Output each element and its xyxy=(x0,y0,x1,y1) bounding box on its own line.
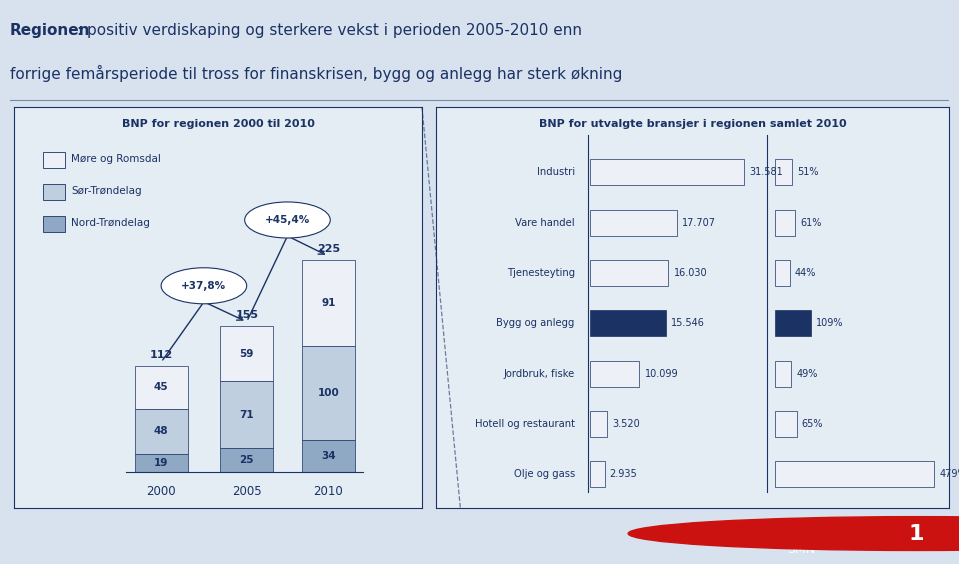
FancyBboxPatch shape xyxy=(43,216,65,232)
Text: +45,4%: +45,4% xyxy=(265,215,310,225)
Text: 34: 34 xyxy=(321,451,336,461)
Text: SpareBank: SpareBank xyxy=(767,519,886,539)
Text: BNP for regionen 2000 til 2010: BNP for regionen 2000 til 2010 xyxy=(122,119,315,129)
Circle shape xyxy=(628,517,959,550)
Text: BNP for utvalgte bransjer i regionen samlet 2010: BNP for utvalgte bransjer i regionen sam… xyxy=(539,119,847,129)
FancyBboxPatch shape xyxy=(775,160,792,186)
Text: SMN: SMN xyxy=(786,543,815,557)
Text: forrige femårsperiode til tross for finanskrisen, bygg og anlegg har sterk øknin: forrige femårsperiode til tross for fina… xyxy=(10,65,622,82)
Text: 112: 112 xyxy=(150,350,173,360)
Text: 2.935: 2.935 xyxy=(610,469,638,479)
Text: 2010: 2010 xyxy=(314,484,343,497)
FancyBboxPatch shape xyxy=(221,448,273,472)
Text: 25: 25 xyxy=(240,455,254,465)
FancyBboxPatch shape xyxy=(43,184,65,200)
Text: 51%: 51% xyxy=(797,168,819,177)
Text: 225: 225 xyxy=(316,244,339,254)
Text: Vare handel: Vare handel xyxy=(515,218,574,228)
Text: Nord-Trøndelag: Nord-Trøndelag xyxy=(72,218,151,228)
FancyBboxPatch shape xyxy=(775,260,789,286)
Text: 16.030: 16.030 xyxy=(673,268,707,278)
FancyBboxPatch shape xyxy=(775,361,791,387)
FancyBboxPatch shape xyxy=(302,346,355,439)
Ellipse shape xyxy=(161,268,246,304)
Text: Bygg og anlegg: Bygg og anlegg xyxy=(497,319,574,328)
FancyBboxPatch shape xyxy=(134,408,188,453)
FancyBboxPatch shape xyxy=(591,160,744,186)
FancyBboxPatch shape xyxy=(775,411,797,437)
Text: 479%: 479% xyxy=(939,469,959,479)
Text: 49%: 49% xyxy=(796,369,818,379)
Text: 44%: 44% xyxy=(795,268,816,278)
Ellipse shape xyxy=(245,202,330,238)
Text: : positiv verdiskaping og sterkere vekst i perioden 2005-2010 enn: : positiv verdiskaping og sterkere vekst… xyxy=(78,23,582,38)
FancyBboxPatch shape xyxy=(591,361,640,387)
Text: 155: 155 xyxy=(235,310,258,320)
FancyBboxPatch shape xyxy=(591,411,607,437)
FancyBboxPatch shape xyxy=(221,326,273,381)
Text: Industri: Industri xyxy=(537,168,574,177)
Text: 1: 1 xyxy=(908,523,924,544)
Text: 91: 91 xyxy=(321,298,336,308)
FancyBboxPatch shape xyxy=(775,310,811,336)
Text: 19: 19 xyxy=(154,457,168,468)
FancyBboxPatch shape xyxy=(591,260,668,286)
Text: 3.520: 3.520 xyxy=(613,419,641,429)
Text: 48: 48 xyxy=(153,426,169,436)
Text: 31.581: 31.581 xyxy=(749,168,784,177)
FancyBboxPatch shape xyxy=(302,439,355,472)
FancyBboxPatch shape xyxy=(134,453,188,472)
FancyBboxPatch shape xyxy=(591,310,667,336)
Text: Møre og Romsdal: Møre og Romsdal xyxy=(72,154,161,164)
FancyBboxPatch shape xyxy=(591,461,604,487)
Text: 10.099: 10.099 xyxy=(644,369,678,379)
FancyBboxPatch shape xyxy=(591,210,676,236)
Text: Tjenesteyting: Tjenesteyting xyxy=(506,268,574,278)
Text: 45: 45 xyxy=(153,382,169,393)
Text: 59: 59 xyxy=(240,349,254,359)
Text: +37,8%: +37,8% xyxy=(181,281,226,291)
Text: 2005: 2005 xyxy=(232,484,262,497)
FancyBboxPatch shape xyxy=(302,260,355,346)
Text: Hotell og restaurant: Hotell og restaurant xyxy=(475,419,574,429)
Text: 65%: 65% xyxy=(802,419,823,429)
Text: 2000: 2000 xyxy=(147,484,175,497)
Text: Olje og gass: Olje og gass xyxy=(514,469,574,479)
Text: Regionen: Regionen xyxy=(10,23,90,38)
Text: Jordbruk, fiske: Jordbruk, fiske xyxy=(503,369,574,379)
Text: 15.546: 15.546 xyxy=(671,319,705,328)
Text: 100: 100 xyxy=(317,387,339,398)
Text: 61%: 61% xyxy=(801,218,822,228)
Text: 109%: 109% xyxy=(816,319,844,328)
Text: Sør-Trøndelag: Sør-Trøndelag xyxy=(72,186,142,196)
FancyBboxPatch shape xyxy=(134,366,188,408)
Text: 71: 71 xyxy=(240,409,254,420)
FancyBboxPatch shape xyxy=(775,461,934,487)
Text: 17.707: 17.707 xyxy=(682,218,715,228)
FancyBboxPatch shape xyxy=(775,210,795,236)
FancyBboxPatch shape xyxy=(221,381,273,448)
FancyBboxPatch shape xyxy=(43,152,65,168)
